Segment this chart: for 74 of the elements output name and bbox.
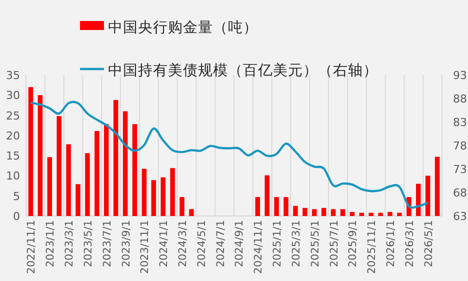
bar xyxy=(189,209,194,216)
bar xyxy=(113,100,118,216)
y2-tick-label: 93 xyxy=(453,69,467,82)
y2-tick-label: 78 xyxy=(453,140,467,152)
bar xyxy=(180,197,184,216)
bar xyxy=(142,168,147,216)
x-tick-label: 2024/11/1 xyxy=(252,220,265,274)
bar xyxy=(160,177,166,216)
x-tick-label: 2024/3/1 xyxy=(177,220,189,268)
bar xyxy=(122,111,128,216)
y-tick-label: 25 xyxy=(6,109,20,122)
y-tick-label: 30 xyxy=(6,89,20,102)
x-tick-label: 2024/5/1 xyxy=(196,220,208,268)
x-tick-label: 2026/1/1 xyxy=(385,220,397,268)
bar xyxy=(264,175,270,216)
bar xyxy=(397,212,402,216)
x-tick-label: 2026/5/1 xyxy=(422,220,435,268)
bar xyxy=(321,208,326,216)
bar xyxy=(56,116,62,216)
bar xyxy=(293,206,298,216)
y-tick-label: 5 xyxy=(13,190,20,203)
y2-tick-label: 63 xyxy=(453,210,467,223)
bar xyxy=(330,209,336,216)
y-tick-label: 10 xyxy=(6,170,20,183)
bar xyxy=(94,130,100,216)
bar xyxy=(274,197,279,216)
bar xyxy=(151,180,156,216)
x-tick-label: 2023/7/1 xyxy=(101,220,114,268)
bar xyxy=(312,209,317,216)
bar xyxy=(425,176,430,216)
bar xyxy=(38,95,43,216)
bar xyxy=(368,212,374,216)
x-tick-label: 2025/3/1 xyxy=(290,220,302,268)
x-tick-label: 2023/3/1 xyxy=(64,220,76,268)
y-tick-label: 0 xyxy=(13,210,20,223)
y-tick-label: 35 xyxy=(6,69,20,82)
bar xyxy=(388,212,392,216)
bar xyxy=(66,144,71,216)
bar xyxy=(104,124,109,216)
bar xyxy=(255,197,260,216)
y2-tick-label: 68 xyxy=(453,186,467,200)
x-tick-label: 2023/9/1 xyxy=(120,220,132,268)
x-tick-label: 2022/11/1 xyxy=(26,220,38,274)
bar xyxy=(284,197,288,216)
bar xyxy=(378,212,383,216)
y-tick-label: 15 xyxy=(6,150,20,163)
x-tick-label: 2024/1/1 xyxy=(158,220,170,268)
y2-tick-label: 83 xyxy=(453,116,467,129)
bar xyxy=(76,184,80,216)
bar xyxy=(47,157,52,216)
bar xyxy=(434,156,440,216)
bar xyxy=(132,124,138,216)
bar xyxy=(340,209,346,216)
x-tick-label: 2025/5/1 xyxy=(309,220,322,268)
y-tick-label: 20 xyxy=(6,129,20,142)
x-tick-label: 2024/9/1 xyxy=(234,220,246,268)
x-tick-label: 2023/11/1 xyxy=(139,220,152,274)
bar xyxy=(85,153,90,216)
x-tick-label: 2025/11/1 xyxy=(366,220,378,274)
x-tick-label: 2025/9/1 xyxy=(347,220,360,268)
bar xyxy=(28,87,34,216)
x-tick-label: 2025/1/1 xyxy=(272,220,284,268)
legend-label: 中国持有美债规模（百亿美元）（右轴） xyxy=(108,62,378,79)
x-tick-label: 2023/5/1 xyxy=(82,220,94,268)
y2-tick-label: 88 xyxy=(453,92,467,106)
x-tick-label: 2026/3/1 xyxy=(404,220,416,268)
legend-label: 中国央行购金量（吨） xyxy=(108,19,258,36)
bar xyxy=(170,168,175,216)
x-tick-label: 2025/7/1 xyxy=(328,220,340,268)
y2-tick-label: 73 xyxy=(453,163,467,176)
x-tick-label: 2023/1/1 xyxy=(44,220,57,268)
bar xyxy=(350,212,355,216)
bar xyxy=(302,208,308,216)
x-tick-label: 2024/7/1 xyxy=(214,220,227,268)
